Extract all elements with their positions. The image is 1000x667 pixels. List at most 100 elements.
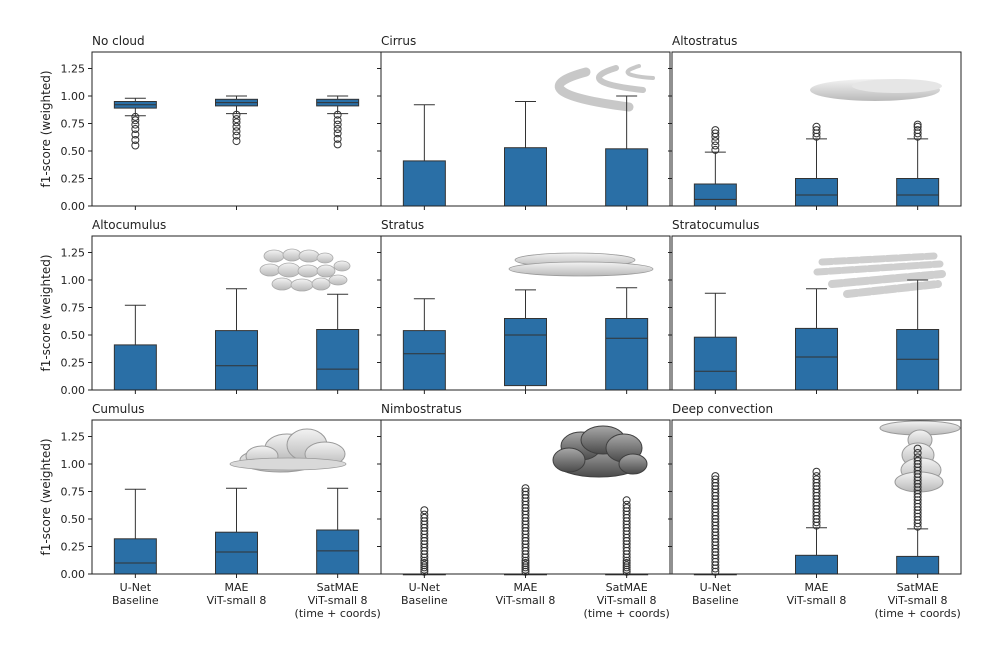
x-tick-label: MAE bbox=[225, 581, 249, 594]
outlier-point bbox=[232, 131, 241, 140]
cloud-puff bbox=[271, 277, 293, 291]
box-3 bbox=[896, 120, 940, 207]
panel-altocumulus: Altocumulus 0.00 0.25 0.50 0.75 1.00 1.25 f1-sc… bbox=[39, 218, 382, 397]
box-1 bbox=[113, 488, 157, 575]
outlier-point bbox=[420, 559, 429, 567]
box-1 bbox=[693, 472, 737, 576]
outlier-point bbox=[913, 444, 922, 453]
cloud-puff bbox=[618, 453, 648, 475]
cloud-puff bbox=[298, 249, 320, 263]
outlier-point bbox=[711, 129, 720, 138]
outlier-point bbox=[913, 126, 922, 135]
outlier-point bbox=[812, 467, 821, 476]
box-3 bbox=[605, 95, 649, 207]
box-2 bbox=[795, 122, 838, 207]
y-tick-label: 1.25 bbox=[61, 63, 86, 76]
outlier-point bbox=[232, 122, 241, 131]
outlier-point bbox=[521, 487, 530, 496]
y-axis-label: f1-score (weighted) bbox=[39, 254, 53, 371]
outlier-point bbox=[913, 453, 922, 462]
cloud-puff bbox=[259, 263, 281, 277]
box-iqr bbox=[316, 329, 360, 391]
outlier-point bbox=[913, 120, 922, 129]
cloud-puff bbox=[852, 79, 942, 93]
outlier-point bbox=[131, 120, 140, 129]
x-tick-label: MAE bbox=[805, 581, 829, 594]
panel-deep-convection: Deep convectionU-NetBaselineMAEViT-small… bbox=[668, 402, 962, 620]
box-2 bbox=[215, 95, 258, 146]
y-axis-label: f1-score (weighted) bbox=[39, 70, 53, 187]
box-iqr bbox=[113, 344, 157, 391]
stratocumulus-band bbox=[828, 270, 946, 288]
y-tick-label: 1.00 bbox=[61, 458, 86, 471]
outlier-point bbox=[711, 141, 720, 150]
altocumulus-cloud-icon bbox=[259, 248, 351, 292]
outlier-point bbox=[622, 559, 631, 567]
outlier-point bbox=[812, 126, 821, 135]
cirrus-cloud-icon bbox=[554, 64, 655, 112]
outlier-point bbox=[131, 141, 140, 150]
panel-altostratus: Altostratus bbox=[668, 34, 962, 210]
outlier-point bbox=[333, 116, 342, 125]
box-2 bbox=[504, 289, 547, 391]
outlier-point bbox=[812, 472, 821, 481]
cloud-puff bbox=[263, 249, 285, 263]
outlier-point bbox=[420, 506, 429, 515]
outlier-point bbox=[333, 125, 342, 133]
box-iqr bbox=[504, 147, 547, 207]
panel-title: Altostratus bbox=[672, 34, 737, 48]
box-3 bbox=[316, 487, 360, 575]
y-tick-label: 1.25 bbox=[61, 247, 86, 260]
box-3 bbox=[896, 279, 940, 391]
cloud-puff bbox=[316, 252, 334, 264]
cloud-puff bbox=[297, 264, 319, 278]
y-tick-label: 0.75 bbox=[61, 302, 86, 315]
outlier-point bbox=[521, 484, 530, 493]
panel-cumulus: Cumulus 0.00 0.25 0.50 0.75 1.00 1.25 f1-score … bbox=[39, 402, 382, 620]
cloud-puff bbox=[277, 262, 301, 278]
y-tick-label: 0.50 bbox=[61, 329, 86, 342]
x-tick-label: U-Net bbox=[409, 581, 441, 594]
stratocumulus-band bbox=[818, 252, 938, 266]
cirrus-streak bbox=[596, 65, 646, 93]
box-iqr bbox=[316, 529, 360, 575]
box-iqr bbox=[795, 178, 838, 207]
cloud-puff bbox=[508, 261, 654, 277]
box-iqr bbox=[402, 160, 446, 207]
outlier-point bbox=[420, 510, 429, 519]
outlier-point bbox=[333, 110, 342, 119]
panel-frame bbox=[91, 51, 382, 207]
outlier-point bbox=[711, 145, 720, 154]
panel-title: No cloud bbox=[92, 34, 145, 48]
x-tick-label: ViT-small 8 bbox=[787, 594, 847, 607]
outlier-point bbox=[333, 140, 342, 149]
cloud-puff bbox=[290, 278, 314, 292]
box-iqr bbox=[215, 531, 258, 575]
outlier-point bbox=[711, 472, 720, 481]
box-2 bbox=[215, 288, 258, 391]
cirrus-streak bbox=[625, 64, 655, 80]
box-iqr bbox=[504, 318, 547, 387]
outlier-point bbox=[622, 504, 631, 512]
cloud-puff bbox=[282, 248, 302, 262]
box-iqr bbox=[896, 329, 940, 391]
cloud-puff bbox=[229, 457, 347, 471]
cloud-puff bbox=[552, 447, 586, 473]
y-tick-label: 1.25 bbox=[61, 431, 86, 444]
x-tick-label: SatMAE bbox=[317, 581, 359, 594]
outlier-point bbox=[232, 115, 241, 124]
cloud-puff bbox=[316, 264, 336, 278]
panel-stratus: Stratus bbox=[377, 218, 671, 394]
y-axis-label: f1-score (weighted) bbox=[39, 438, 53, 555]
cumulus-cloud-icon bbox=[229, 428, 347, 473]
outlier-point bbox=[812, 475, 821, 484]
box-1 bbox=[402, 298, 446, 391]
y-tick-label: 0.75 bbox=[61, 486, 86, 499]
box-iqr bbox=[795, 327, 838, 391]
outlier-point bbox=[521, 561, 530, 570]
outlier-point bbox=[622, 496, 631, 505]
outlier-point bbox=[711, 126, 720, 135]
box-1 bbox=[693, 292, 737, 391]
stratocumulus-band bbox=[843, 280, 942, 298]
